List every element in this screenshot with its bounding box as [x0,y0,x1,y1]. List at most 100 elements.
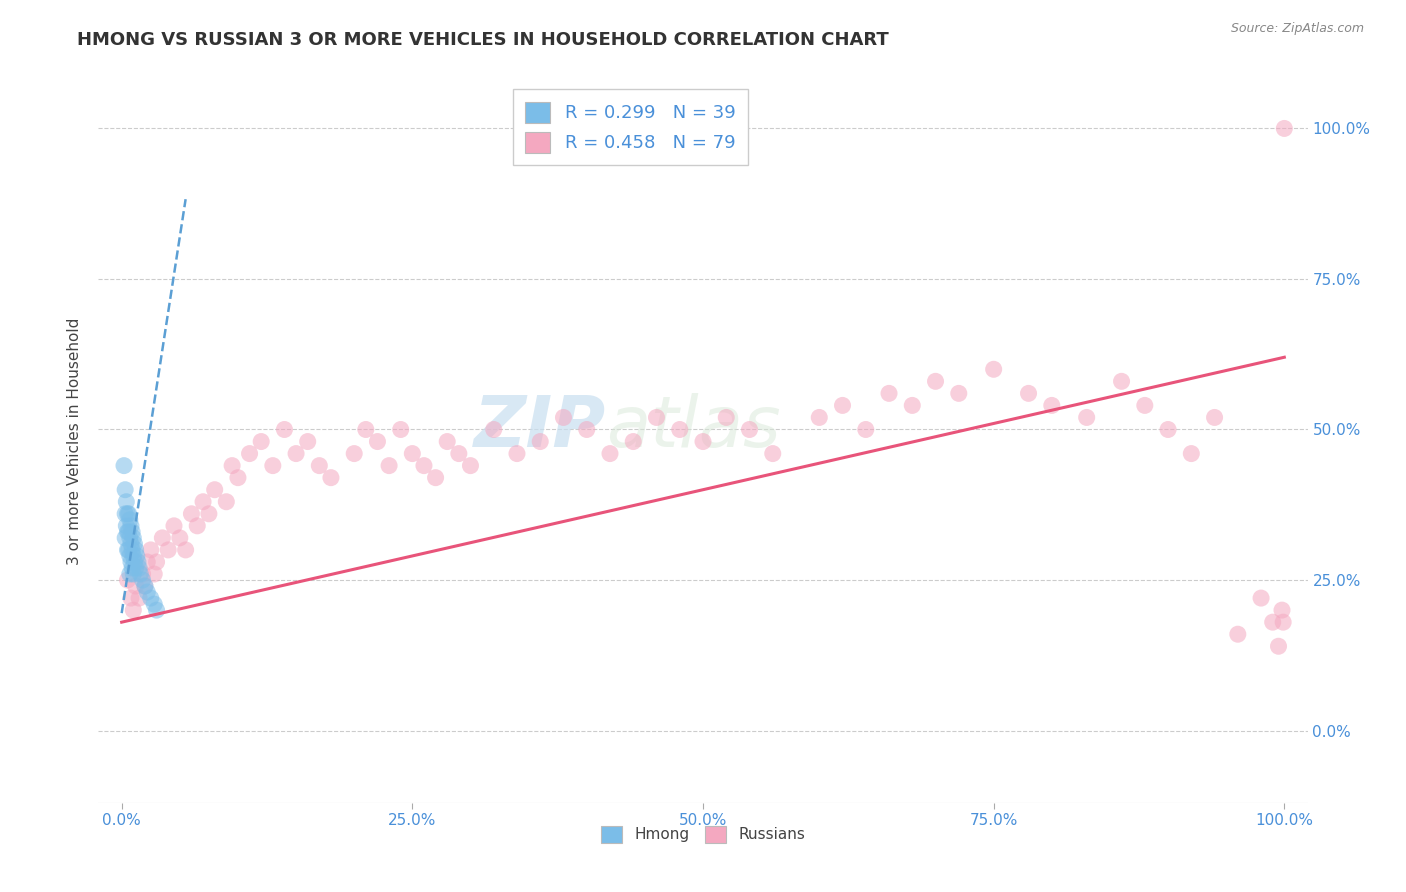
Point [1111,375,1133,389]
Text: ZIP: ZIP [474,392,606,461]
Point [118,507,141,521]
Point [1040,398,1063,412]
Point [319,471,342,485]
Point [354,423,377,437]
Point [115,494,138,508]
Point [128,591,150,606]
Point [114,507,136,521]
Point [114,531,136,545]
Point [112,458,135,473]
Point [1133,398,1156,412]
Point [117,524,139,539]
Point [174,542,197,557]
Point [122,531,145,545]
Point [1271,603,1294,617]
Point [855,423,877,437]
Point [1267,639,1289,653]
Point [139,542,162,557]
Point [129,567,152,582]
Point [425,471,447,485]
Point [436,434,458,449]
Point [1272,615,1295,630]
Point [343,446,366,460]
Point [118,542,141,557]
Point [124,579,146,593]
Point [124,542,146,557]
Point [285,446,308,460]
Point [308,458,330,473]
Point [553,410,575,425]
Point [139,591,162,606]
Point [1272,121,1295,136]
Point [983,362,1005,376]
Point [250,434,273,449]
Point [143,567,166,582]
Point [877,386,900,401]
Point [599,446,621,460]
Point [122,567,145,582]
Point [716,410,738,425]
Legend: Hmong, Russians: Hmong, Russians [595,820,811,849]
Point [180,507,202,521]
Point [738,423,761,437]
Point [1204,410,1226,425]
Point [122,549,145,563]
Point [125,549,148,563]
Point [621,434,644,449]
Point [645,410,668,425]
Point [204,483,226,497]
Text: HMONG VS RUSSIAN 3 OR MORE VEHICLES IN HOUSEHOLD CORRELATION CHART: HMONG VS RUSSIAN 3 OR MORE VEHICLES IN H… [77,31,889,49]
Point [131,567,153,582]
Point [136,585,159,599]
Y-axis label: 3 or more Vehicles in Household: 3 or more Vehicles in Household [67,318,83,566]
Text: atlas: atlas [606,392,780,461]
Point [1180,446,1202,460]
Point [121,542,143,557]
Point [226,471,249,485]
Point [157,542,180,557]
Point [169,531,191,545]
Point [924,375,946,389]
Point [198,507,221,521]
Point [134,579,156,593]
Text: Source: ZipAtlas.com: Source: ZipAtlas.com [1230,22,1364,36]
Point [124,561,146,575]
Point [389,423,412,437]
Point [121,561,143,575]
Point [120,518,142,533]
Point [191,494,214,508]
Point [401,446,423,460]
Point [118,567,141,582]
Point [122,603,145,617]
Point [136,555,159,569]
Point [118,513,141,527]
Point [131,573,153,587]
Point [124,537,146,551]
Point [297,434,319,449]
Point [118,549,141,563]
Point [831,398,853,412]
Point [124,555,146,569]
Point [120,537,142,551]
Point [948,386,970,401]
Point [128,561,150,575]
Point [215,494,238,508]
Point [117,573,139,587]
Point [121,524,143,539]
Point [1157,423,1180,437]
Point [163,518,186,533]
Point [378,458,401,473]
Point [692,434,714,449]
Point [118,531,141,545]
Point [273,423,295,437]
Point [1250,591,1272,606]
Point [366,434,388,449]
Point [114,483,136,497]
Point [1261,615,1284,630]
Point [120,555,142,569]
Point [1076,410,1098,425]
Point [762,446,785,460]
Point [262,458,284,473]
Point [413,458,436,473]
Point [115,518,138,533]
